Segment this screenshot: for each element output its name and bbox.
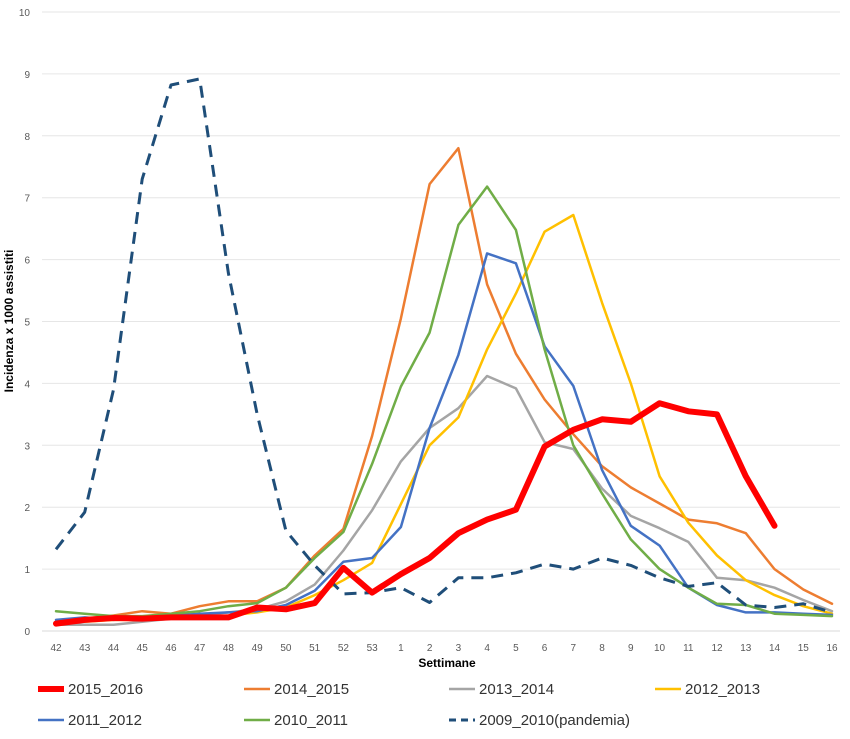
y-tick-label: 3: [24, 441, 30, 452]
x-tick-label: 44: [108, 643, 120, 654]
series-line-2011_2012: [54, 252, 834, 622]
x-axis-ticks: 42 43 44 45 46 47 48 49 50 51 52 53 1 2 3 4 5 6 7 8 9 10 11 12 1…: [50, 643, 838, 654]
x-tick-label: 16: [826, 643, 838, 654]
x-tick-label: 42: [50, 643, 62, 654]
y-tick-label: 0: [24, 627, 30, 638]
x-tick-label: 5: [513, 643, 519, 654]
x-tick-label: 43: [79, 643, 91, 654]
x-tick-label: 15: [798, 643, 810, 654]
series-line-2014_2015: [54, 146, 834, 627]
y-tick-label: 9: [24, 70, 30, 81]
y-tick-label: 7: [24, 194, 30, 205]
series-line-2009_2010(pandemia): [54, 77, 833, 614]
series-line-2015_2016: [53, 400, 778, 627]
legend-label: 2009_2010(pandemia): [479, 712, 630, 729]
x-tick-label: 4: [484, 643, 490, 654]
x-tick-label: 47: [194, 643, 206, 654]
gridlines: [42, 11, 840, 570]
legend-label: 2012_2013: [685, 681, 760, 698]
x-tick-label: 46: [165, 643, 177, 654]
x-tick-label: 13: [740, 643, 752, 654]
series-line-2010_2011: [54, 185, 834, 618]
x-tick-label: 1: [398, 643, 404, 654]
y-tick-label: 1: [24, 565, 30, 576]
x-tick-label: 14: [769, 643, 781, 654]
x-tick-label: 53: [367, 643, 379, 654]
x-tick-label: 10: [654, 643, 666, 654]
x-tick-label: 45: [137, 643, 149, 654]
x-axis-title: Settimane: [418, 656, 476, 670]
x-tick-label: 6: [542, 643, 548, 654]
y-tick-label: 6: [24, 256, 30, 267]
x-tick-label: 8: [599, 643, 605, 654]
y-tick-label: 8: [24, 132, 30, 143]
x-tick-label: 49: [252, 643, 264, 654]
x-tick-label: 12: [711, 643, 723, 654]
legend-label: 2011_2012: [68, 712, 142, 729]
x-tick-label: 51: [309, 643, 321, 654]
x-tick-label: 3: [456, 643, 462, 654]
y-tick-label: 4: [24, 379, 30, 390]
x-tick-label: 52: [338, 643, 350, 654]
x-tick-label: 50: [280, 643, 292, 654]
x-tick-label: 48: [223, 643, 235, 654]
legend: 2015_2016 2014_2015 2013_2014 2012_2013 2011…: [38, 681, 760, 729]
y-axis-title: Incidenza x 1000 assistiti: [2, 250, 16, 393]
y-tick-label: 2: [24, 503, 30, 514]
series-lines: [53, 77, 834, 627]
legend-label: 2013_2014: [479, 681, 554, 698]
y-tick-label: 10: [19, 8, 31, 19]
legend-label: 2010_2011: [274, 712, 348, 729]
y-axis-ticks: 0 1 2 3 4 5 6 7 8 9 10: [19, 8, 31, 638]
x-tick-label: 9: [628, 643, 634, 654]
legend-label: 2014_2015: [274, 681, 349, 698]
y-tick-label: 5: [24, 318, 30, 329]
x-tick-label: 11: [683, 643, 694, 654]
legend-label: 2015_2016: [68, 681, 143, 698]
x-tick-label: 2: [427, 643, 433, 654]
x-tick-label: 7: [571, 643, 577, 654]
